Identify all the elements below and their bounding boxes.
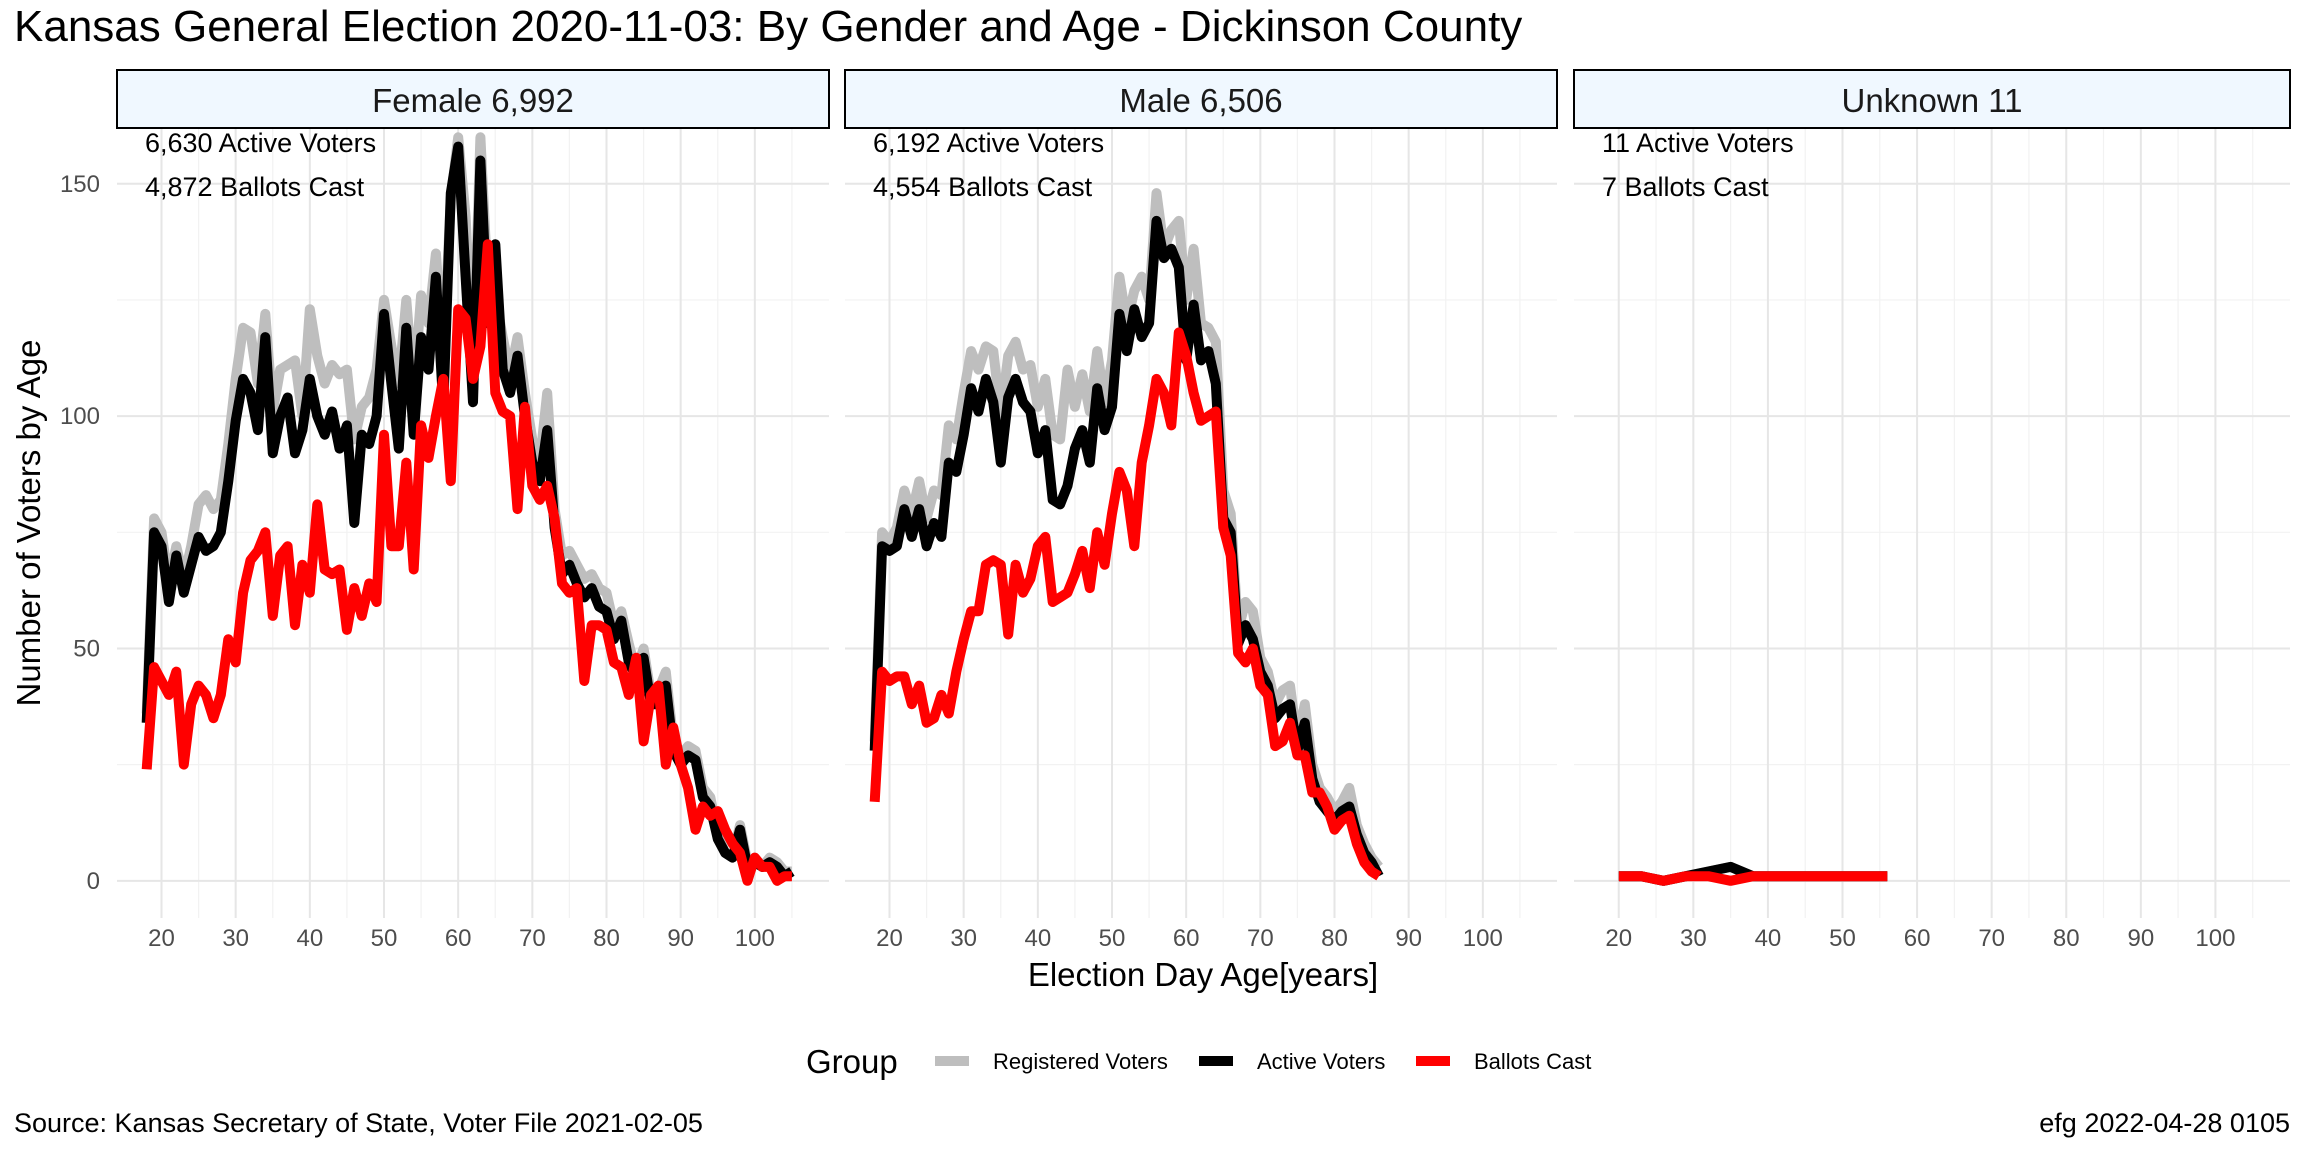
facet-strip xyxy=(1573,69,2291,129)
x-tick-label: 80 xyxy=(593,925,620,952)
credit-caption: efg 2022-04-28 0105 xyxy=(2039,1108,2290,1138)
x-tick-label: 40 xyxy=(1024,925,1051,952)
x-tick-label: 60 xyxy=(445,925,472,952)
facet-strip-label: Unknown 11 xyxy=(1841,82,2022,119)
x-tick-label: 100 xyxy=(735,925,775,952)
x-tick-label: 90 xyxy=(2127,925,2154,952)
facet-panel-2: Male 6,506 6,192 Active Voters 4,554 Ballo… xyxy=(844,69,1558,952)
panel-annotation: 4,872 Ballots Cast xyxy=(145,172,365,202)
x-tick-label: 20 xyxy=(876,925,903,952)
x-tick-label: 80 xyxy=(1321,925,1348,952)
x-tick-label: 40 xyxy=(1755,925,1782,952)
source-caption: Source: Kansas Secretary of State, Voter… xyxy=(14,1108,703,1138)
legend: Group Registered Voters Active Voters Ballo… xyxy=(806,1043,1591,1080)
legend-label: Registered Voters xyxy=(993,1049,1168,1074)
x-tick-label: 20 xyxy=(1605,925,1632,952)
y-tick-label: 100 xyxy=(60,403,100,430)
facet-strip xyxy=(844,69,1558,129)
x-tick-label: 100 xyxy=(1463,925,1503,952)
y-tick-label: 0 xyxy=(87,868,100,895)
x-tick-label: 60 xyxy=(1904,925,1931,952)
x-tick-label: 100 xyxy=(2195,925,2235,952)
facet-strip-label: Female 6,992 xyxy=(372,82,574,119)
panel-annotation: 6,630 Active Voters xyxy=(145,128,376,158)
x-tick-label: 50 xyxy=(371,925,398,952)
legend-title: Group xyxy=(806,1043,898,1080)
x-tick-label: 20 xyxy=(148,925,175,952)
x-tick-label: 30 xyxy=(1680,925,1707,952)
facet-panel-3: Unknown 11 11 Active Voters 7 Ballots Cast… xyxy=(1573,69,2291,952)
x-tick-label: 70 xyxy=(519,925,546,952)
x-tick-label: 70 xyxy=(1247,925,1274,952)
ballots-cast-line xyxy=(869,327,1382,881)
x-tick-label: 80 xyxy=(2053,925,2080,952)
chart-title: Kansas General Election 2020-11-03: By G… xyxy=(14,2,1523,51)
ballots-cast-line xyxy=(1618,871,1888,886)
facet-panel-1: Female 6,992 6,630 Active Voters 4,872 Bal… xyxy=(116,69,830,952)
ballots-cast-line xyxy=(141,239,792,886)
x-tick-label: 50 xyxy=(1829,925,1856,952)
x-axis-title: Election Day Age[years] xyxy=(1028,956,1378,993)
x-tick-label: 50 xyxy=(1099,925,1126,952)
facet-strip-label: Male 6,506 xyxy=(1119,82,1282,119)
x-tick-label: 70 xyxy=(1978,925,2005,952)
panel-annotation: 7 Ballots Cast xyxy=(1602,172,1769,202)
x-tick-label: 90 xyxy=(667,925,694,952)
x-tick-label: 40 xyxy=(296,925,323,952)
y-tick-label: 150 xyxy=(60,171,100,198)
panel-annotation: 6,192 Active Voters xyxy=(873,128,1104,158)
legend-label: Active Voters xyxy=(1257,1049,1385,1074)
x-tick-label: 30 xyxy=(222,925,249,952)
y-tick-label: 50 xyxy=(73,635,100,662)
x-tick-label: 60 xyxy=(1173,925,1200,952)
facet-strip xyxy=(116,69,830,129)
x-tick-label: 30 xyxy=(950,925,977,952)
active-voters-line xyxy=(141,141,795,882)
legend-label: Ballots Cast xyxy=(1474,1049,1591,1074)
y-axis-title: Number of Voters by Age xyxy=(10,340,47,707)
x-tick-label: 90 xyxy=(1395,925,1422,952)
panel-annotation: 4,554 Ballots Cast xyxy=(873,172,1093,202)
panel-annotation: 11 Active Voters xyxy=(1602,128,1794,158)
